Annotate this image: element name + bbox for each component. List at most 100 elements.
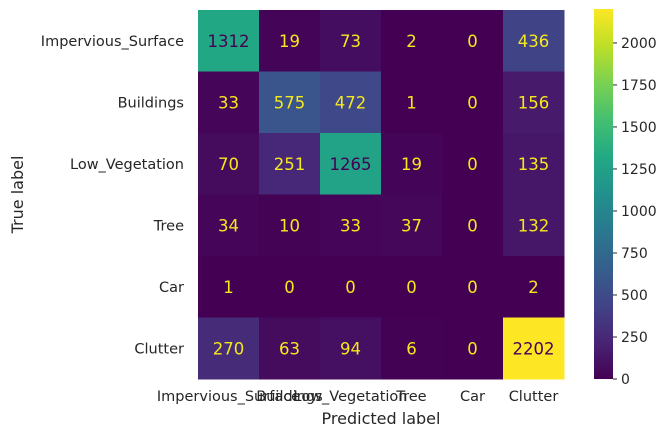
colorbar-ticks: 0 250 500 750 1000 1250 1500 1750 2000	[613, 36, 657, 388]
cell-value-label: 0	[467, 155, 478, 174]
heatmap-cell	[442, 133, 504, 195]
heatmap-cell	[320, 10, 382, 72]
heatmap-cell	[320, 256, 382, 318]
cell-value-label: 0	[467, 216, 478, 235]
heatmap-cell	[198, 194, 260, 257]
heatmap-cell	[381, 133, 443, 195]
heatmap-cell	[442, 256, 504, 318]
cell-value-label: 0	[345, 278, 356, 297]
cell-value-label: 34	[218, 216, 239, 235]
heatmap-cell	[442, 10, 504, 72]
cell-value-label: 436	[518, 32, 550, 51]
x-tick-label: Impervious_Surface	[157, 389, 300, 405]
cell-value-label: 73	[340, 32, 361, 51]
colorbar-tick-label: 1000	[621, 204, 657, 220]
heatmap-cell	[320, 133, 382, 195]
heatmap-cell	[442, 317, 504, 380]
heatmap-cell	[442, 71, 504, 134]
x-tick-label: Low_Vegetation	[294, 389, 408, 405]
heatmap-cell	[259, 10, 321, 72]
x-tick-labels: Impervious_SurfaceBuildingsLow_Vegetatio…	[157, 389, 558, 405]
y-tick-label: Low_Vegetation	[70, 157, 184, 173]
cell-value-label: 0	[284, 278, 295, 297]
heatmap-cell	[381, 10, 443, 72]
cell-value-label: 132	[518, 216, 550, 235]
heatmap-cell	[442, 194, 504, 257]
heatmap-cell	[198, 256, 260, 318]
cell-value-label: 1	[223, 278, 234, 297]
cell-value-label: 156	[518, 93, 550, 112]
cell-value-label: 1265	[330, 155, 372, 174]
heatmap-cell	[381, 194, 443, 257]
heatmap-cell	[381, 256, 443, 318]
y-tick-label: Buildings	[118, 95, 184, 111]
cell-value-label: 37	[401, 216, 422, 235]
heatmap-cell	[503, 10, 565, 72]
heatmap-cell	[198, 71, 260, 134]
colorbar-tick-label: 500	[621, 288, 648, 304]
colorbar-tick-label: 2000	[621, 36, 657, 52]
heatmap-cell	[503, 71, 565, 134]
colorbar-tick-label: 0	[621, 372, 630, 388]
cell-value-label: 2	[406, 32, 417, 51]
colorbar-tick-label: 1500	[621, 120, 657, 136]
heatmap-cell	[198, 317, 260, 380]
cell-value-label: 135	[518, 155, 550, 174]
cell-value-label: 6	[406, 339, 417, 358]
colorbar-tick-label: 1750	[621, 78, 657, 94]
cell-value-label: 19	[401, 155, 422, 174]
cell-value-label: 19	[279, 32, 300, 51]
cell-value-label: 472	[335, 93, 367, 112]
y-axis-title: True label	[8, 156, 27, 235]
heatmap-cell	[259, 133, 321, 195]
x-tick-label: Clutter	[509, 389, 559, 405]
heatmap-cell	[320, 317, 382, 380]
x-tick-label: Car	[460, 389, 485, 405]
cell-value-label: 1	[406, 93, 417, 112]
x-tick-label: Buildings	[256, 389, 322, 405]
cell-value-label: 10	[279, 216, 300, 235]
heatmap-cell	[198, 133, 260, 195]
colorbar	[594, 9, 613, 379]
heatmap-cell	[198, 10, 260, 72]
colorbar-tick-label: 750	[621, 246, 648, 262]
cell-value-label: 94	[340, 339, 361, 358]
heatmap-cell	[503, 133, 565, 195]
heatmap-cells	[198, 10, 565, 380]
heatmap-cell	[259, 71, 321, 134]
heatmap-cell	[503, 256, 565, 318]
colorbar-tick-label: 1250	[621, 162, 657, 178]
y-tick-label: Car	[159, 280, 184, 296]
cell-value-label: 575	[274, 93, 306, 112]
x-tick-label: Tree	[395, 389, 426, 405]
heatmap-cell	[503, 194, 565, 257]
heatmap-cell	[381, 317, 443, 380]
cell-value-label: 270	[213, 339, 245, 358]
y-tick-label: Impervious_Surface	[41, 34, 184, 50]
cell-value-label: 251	[274, 155, 306, 174]
colorbar-tick-label: 250	[621, 330, 648, 346]
cell-value-label: 63	[279, 339, 300, 358]
cell-value-label: 2202	[513, 339, 555, 358]
cell-value-label: 0	[467, 32, 478, 51]
cell-value-label: 0	[406, 278, 417, 297]
x-axis-title: Predicted label	[322, 409, 441, 428]
cell-value-label: 70	[218, 155, 239, 174]
y-tick-label: Clutter	[134, 341, 184, 357]
cell-value-label: 33	[340, 216, 361, 235]
cell-value-label: 0	[467, 278, 478, 297]
heatmap-cell	[381, 71, 443, 134]
cell-value-label: 0	[467, 93, 478, 112]
heatmap-cell	[320, 71, 382, 134]
y-tick-label: Tree	[153, 218, 184, 234]
cell-value-label: 2	[528, 278, 539, 297]
heatmap-cell	[259, 194, 321, 257]
y-tick-labels: Impervious_Surface Buildings Low_Vegetatio…	[41, 34, 184, 358]
cell-value-label: 33	[218, 93, 239, 112]
cell-value-label: 1312	[208, 32, 250, 51]
heatmap-cell	[259, 317, 321, 380]
heatmap-cell	[259, 256, 321, 318]
heatmap-cell	[503, 317, 565, 380]
